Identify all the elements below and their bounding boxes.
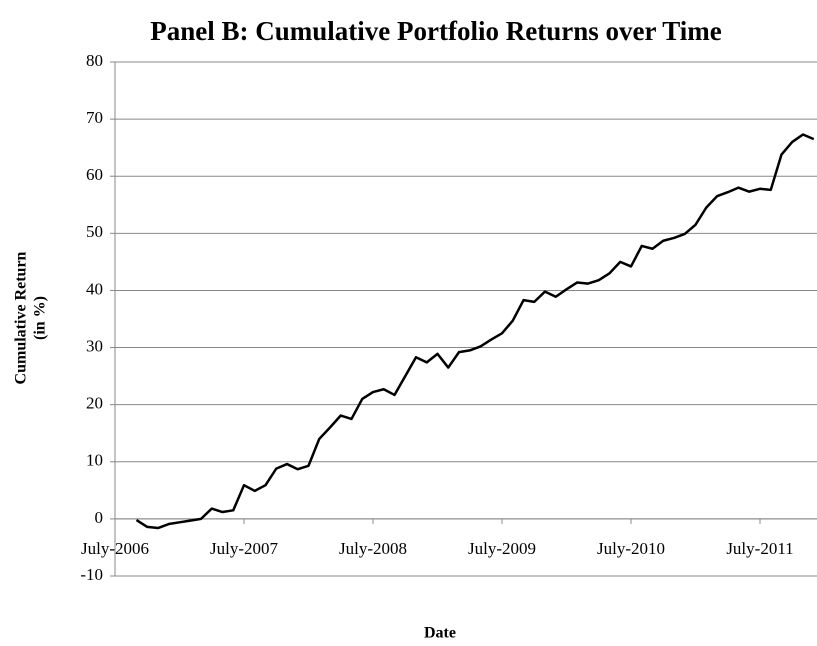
- x-tick-label: July-2010: [597, 539, 665, 558]
- y-tick-label: 20: [86, 394, 103, 413]
- y-tick-label: 30: [86, 336, 103, 355]
- y-axis-label: Cumulative Return (in %): [13, 251, 49, 384]
- x-tick-label: July-2007: [210, 539, 279, 558]
- x-tick-label: July-2009: [468, 539, 536, 558]
- y-tick-label: -10: [80, 565, 103, 584]
- y-tick-label: 80: [86, 51, 103, 70]
- x-tick-label: July-2006: [81, 539, 149, 558]
- y-tick-label: 60: [86, 165, 103, 184]
- y-axis-label-line: (in %): [32, 296, 49, 340]
- x-axis-label: Date: [424, 625, 456, 642]
- y-tick-label: 10: [86, 451, 103, 470]
- y-tick-label: 40: [86, 279, 103, 298]
- y-tick-label: 70: [86, 108, 103, 127]
- y-tick-label: 50: [86, 222, 103, 241]
- x-tick-label: July-2011: [726, 539, 793, 558]
- y-axis-label-line: Cumulative Return: [13, 251, 30, 384]
- x-tick-label: July-2008: [339, 539, 407, 558]
- chart-title: Panel B: Cumulative Portfolio Returns ov…: [150, 16, 721, 46]
- line-series: [135, 133, 815, 530]
- y-tick-label: 0: [95, 508, 104, 527]
